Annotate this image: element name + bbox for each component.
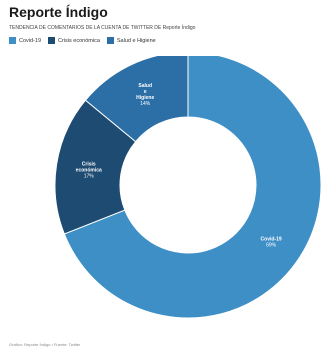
- chart-title: Reporte Índigo: [9, 4, 108, 20]
- slice-value-label: 69%: [266, 242, 277, 248]
- legend-label: Covid-19: [19, 37, 42, 44]
- slice-label: Crisis: [82, 161, 96, 167]
- slice-value-label: 14%: [140, 101, 151, 107]
- donut-slice: [63, 56, 322, 319]
- chart-subtitle: TENDENCIA DE COMENTARIOS DE LA CUENTA DE…: [9, 25, 196, 31]
- legend-swatch: [9, 37, 16, 44]
- legend-label: Salud e Higiene: [116, 37, 156, 44]
- legend-item: Salud e Higiene: [106, 37, 156, 44]
- slice-label: Covid-19: [261, 236, 282, 242]
- chart-legend: Covid-19 Crisis económica Salud e Higiene: [9, 37, 156, 44]
- slice-label: económica: [76, 167, 102, 173]
- legend-swatch: [106, 37, 114, 44]
- donut-slices: [54, 56, 322, 319]
- donut-slice: [84, 56, 189, 143]
- slice-label: Higiene: [136, 95, 154, 101]
- legend-item: Crisis económica: [48, 37, 100, 44]
- legend-label: Crisis económica: [58, 37, 100, 44]
- legend-item: Covid-19: [9, 37, 41, 44]
- slice-value-label: 17%: [84, 173, 95, 179]
- legend-swatch: [48, 37, 56, 44]
- chart-source: Gráfico: Reporte Índigo • Fuente: Twitte…: [9, 342, 81, 347]
- slice-label: Salud: [138, 83, 152, 89]
- slice-label: e: [144, 89, 147, 95]
